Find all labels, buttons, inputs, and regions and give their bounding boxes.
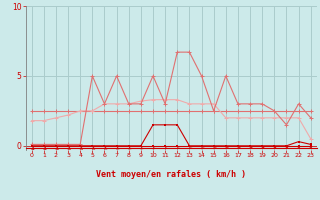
X-axis label: Vent moyen/en rafales ( km/h ): Vent moyen/en rafales ( km/h ) (96, 170, 246, 179)
